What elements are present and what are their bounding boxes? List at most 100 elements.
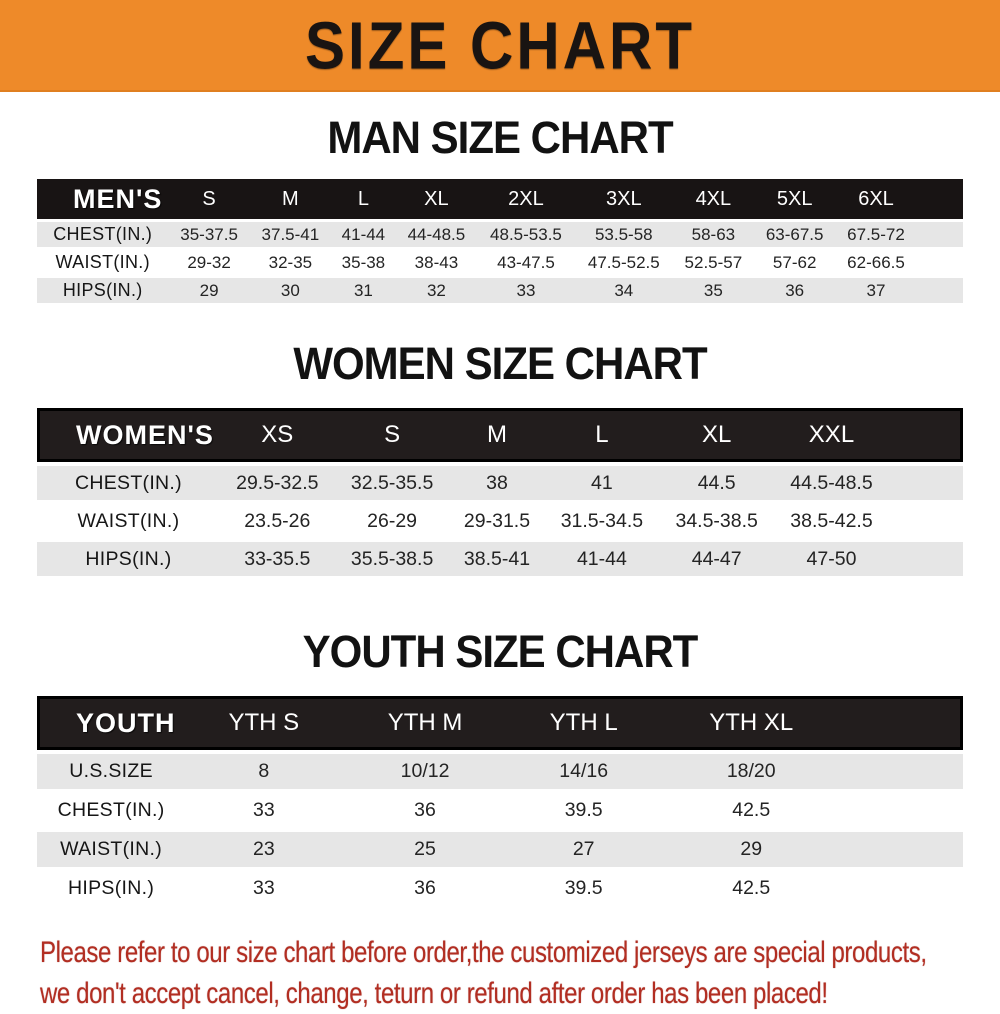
table-cell: 39.5 xyxy=(507,871,660,906)
header-spacer xyxy=(916,179,963,219)
table-row: CHEST(IN.) 33 36 39.5 42.5 xyxy=(37,793,963,828)
table-cell: 35.5-38.5 xyxy=(334,542,450,576)
size-chart-section-2: YOUTH SIZE CHART YOUTH YTH S YTH M YTH L YTH … xyxy=(0,626,1000,910)
column-header: 3XL xyxy=(574,179,673,219)
section-title: WOMEN SIZE CHART xyxy=(293,338,707,389)
table-cell: 26-29 xyxy=(334,504,450,538)
column-header: S xyxy=(168,179,250,219)
column-header: 5XL xyxy=(754,179,836,219)
row-spacer xyxy=(842,754,963,789)
row-spacer xyxy=(916,250,963,275)
table-cell: 29.5-32.5 xyxy=(219,466,335,500)
size-table: WOMEN'S XS S M L XL XXL CHEST(IN.) 29.5-32.5 32.5… xyxy=(37,404,963,580)
table-cell: 48.5-53.5 xyxy=(477,222,575,247)
table-row: HIPS(IN.) 33 36 39.5 42.5 xyxy=(37,871,963,906)
table-cell: 29 xyxy=(659,832,843,867)
row-label: CHEST(IN.) xyxy=(37,222,169,247)
sections: MAN SIZE CHART MEN'S S M L XL 2XL 3XL 4XL 5XL 6XL C… xyxy=(0,112,1000,910)
table-cell: 44-48.5 xyxy=(395,222,478,247)
column-header: L xyxy=(544,408,660,462)
table-cell: 41-44 xyxy=(544,542,660,576)
row-label: WAIST(IN.) xyxy=(37,832,186,867)
table-cell: 37 xyxy=(835,278,917,303)
row-spacer xyxy=(888,542,963,576)
table-header-label: MEN'S xyxy=(37,179,169,219)
table-cell: 53.5-58 xyxy=(574,222,673,247)
column-header: XS xyxy=(219,408,335,462)
row-label: HIPS(IN.) xyxy=(37,278,169,303)
table-cell: 44-47 xyxy=(659,542,775,576)
table-cell: 47.5-52.5 xyxy=(574,250,673,275)
size-table: MEN'S S M L XL 2XL 3XL 4XL 5XL 6XL CHEST(IN.) 35-37… xyxy=(37,176,963,306)
row-spacer xyxy=(888,466,963,500)
table-row: HIPS(IN.) 33-35.5 35.5-38.5 38.5-41 41-44 44-… xyxy=(37,542,963,576)
column-header: YTH L xyxy=(507,696,660,750)
table-cell: 38 xyxy=(449,466,545,500)
table-cell: 41-44 xyxy=(331,222,396,247)
table-cell: 34.5-38.5 xyxy=(659,504,775,538)
table-row: HIPS(IN.) 29 30 31 32 33 34 35 36 37 xyxy=(37,278,963,303)
row-spacer xyxy=(888,504,963,538)
table-cell: 44.5-48.5 xyxy=(774,466,889,500)
row-label: WAIST(IN.) xyxy=(37,504,220,538)
column-header: L xyxy=(331,179,396,219)
table-cell: 29-31.5 xyxy=(449,504,545,538)
row-label: HIPS(IN.) xyxy=(37,871,186,906)
table-cell: 31.5-34.5 xyxy=(544,504,660,538)
table-cell: 43-47.5 xyxy=(477,250,575,275)
column-header: 4XL xyxy=(672,179,755,219)
row-label: CHEST(IN.) xyxy=(37,466,220,500)
table-cell: 37.5-41 xyxy=(249,222,332,247)
table-cell: 39.5 xyxy=(507,793,660,828)
row-spacer xyxy=(842,793,963,828)
table-cell: 63-67.5 xyxy=(754,222,836,247)
table-cell: 33-35.5 xyxy=(219,542,335,576)
table-row: CHEST(IN.) 35-37.5 37.5-41 41-44 44-48.5 48.5… xyxy=(37,222,963,247)
disclaimer: Please refer to our size chart before or… xyxy=(40,932,1000,1014)
table-cell: 36 xyxy=(754,278,836,303)
table-cell: 38-43 xyxy=(395,250,478,275)
table-cell: 38.5-41 xyxy=(449,542,545,576)
table-cell: 29 xyxy=(168,278,250,303)
row-label: HIPS(IN.) xyxy=(37,542,220,576)
table-cell: 23.5-26 xyxy=(219,504,335,538)
table-cell: 10/12 xyxy=(342,754,508,789)
column-header: M xyxy=(449,408,545,462)
table-cell: 32 xyxy=(395,278,478,303)
table-row: WAIST(IN.) 29-32 32-35 35-38 38-43 43-47.5 47.… xyxy=(37,250,963,275)
table-cell: 58-63 xyxy=(672,222,755,247)
table-row: WAIST(IN.) 23 25 27 29 xyxy=(37,832,963,867)
section-title: MAN SIZE CHART xyxy=(327,112,673,163)
table-cell: 42.5 xyxy=(659,871,843,906)
header-spacer xyxy=(888,408,963,462)
row-spacer xyxy=(842,832,963,867)
table-cell: 36 xyxy=(342,871,508,906)
column-header: 2XL xyxy=(477,179,575,219)
row-label: WAIST(IN.) xyxy=(37,250,169,275)
table-cell: 27 xyxy=(507,832,660,867)
row-label: U.S.SIZE xyxy=(37,754,186,789)
table-cell: 35-37.5 xyxy=(168,222,250,247)
table-header-label: YOUTH xyxy=(37,696,186,750)
table-cell: 33 xyxy=(477,278,575,303)
column-header: YTH XL xyxy=(659,696,843,750)
table-cell: 32.5-35.5 xyxy=(334,466,450,500)
table-header-row: WOMEN'S XS S M L XL XXL xyxy=(37,408,963,462)
table-cell: 33 xyxy=(185,793,343,828)
size-table: YOUTH YTH S YTH M YTH L YTH XL U.S.SIZE 8 10/12… xyxy=(37,692,963,910)
table-cell: 67.5-72 xyxy=(835,222,917,247)
column-header: 6XL xyxy=(835,179,917,219)
table-cell: 42.5 xyxy=(659,793,843,828)
table-cell: 18/20 xyxy=(659,754,843,789)
table-header-row: YOUTH YTH S YTH M YTH L YTH XL xyxy=(37,696,963,750)
table-header-row: MEN'S S M L XL 2XL 3XL 4XL 5XL 6XL xyxy=(37,179,963,219)
table-cell: 38.5-42.5 xyxy=(774,504,889,538)
table-cell: 35 xyxy=(672,278,755,303)
table-cell: 8 xyxy=(185,754,343,789)
table-cell: 52.5-57 xyxy=(672,250,755,275)
column-header: XL xyxy=(395,179,478,219)
row-spacer xyxy=(842,871,963,906)
column-header: XL xyxy=(659,408,775,462)
table-row: WAIST(IN.) 23.5-26 26-29 29-31.5 31.5-34.5 34… xyxy=(37,504,963,538)
table-cell: 29-32 xyxy=(168,250,250,275)
